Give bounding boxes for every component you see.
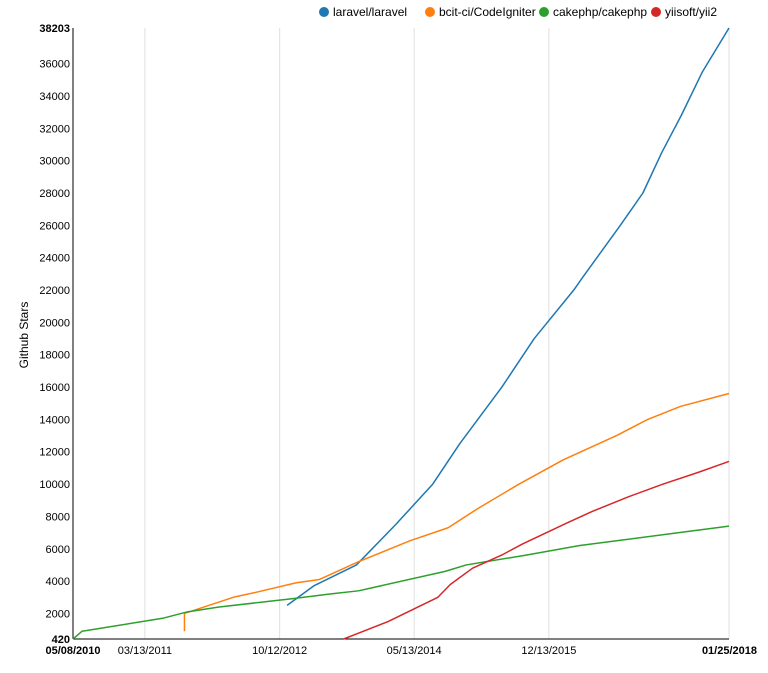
x-tick-label: 01/25/2018 bbox=[702, 645, 757, 657]
legend-label: laravel/laravel bbox=[333, 5, 407, 19]
y-tick-label: 30000 bbox=[39, 156, 70, 168]
y-tick-label: 16000 bbox=[39, 382, 70, 394]
x-tick-label: 12/13/2015 bbox=[521, 645, 576, 657]
y-tick-label: 12000 bbox=[39, 447, 70, 459]
y-tick-label: 18000 bbox=[39, 350, 70, 362]
x-axis-tick-labels: 05/08/2010 03/13/2011 10/12/2012 05/13/2014… bbox=[45, 645, 757, 657]
series-line-laravel-laravel[interactable] bbox=[286, 27, 730, 606]
legend-item-yiisoft-yii2[interactable]: yiisoft/yii2 bbox=[651, 5, 717, 19]
legend-marker bbox=[319, 7, 329, 17]
y-tick-label: 6000 bbox=[46, 544, 70, 556]
y-tick-label: 420 bbox=[52, 634, 70, 646]
y-axis-tick-labels: 38203 36000 34000 32000 30000 28000 26000 24000… bbox=[39, 23, 70, 646]
y-tick-label: 26000 bbox=[39, 220, 70, 232]
legend-marker bbox=[651, 7, 661, 17]
y-tick-label: 14000 bbox=[39, 414, 70, 426]
y-tick-label: 34000 bbox=[39, 91, 70, 103]
x-tick-label: 05/08/2010 bbox=[45, 645, 100, 657]
legend-item-cakephp-cakephp[interactable]: cakephp/cakephp bbox=[539, 5, 647, 19]
grid-lines bbox=[72, 28, 730, 639]
y-tick-label: 20000 bbox=[39, 317, 70, 329]
y-tick-label: 4000 bbox=[46, 576, 70, 588]
series-line-yiisoft-yii2[interactable] bbox=[343, 460, 730, 640]
series-lines bbox=[72, 27, 730, 640]
axes bbox=[72, 28, 729, 640]
legend-item-laravel-laravel[interactable]: laravel/laravel bbox=[319, 5, 407, 19]
y-tick-label: 32000 bbox=[39, 123, 70, 135]
legend-label: yiisoft/yii2 bbox=[665, 5, 717, 19]
y-tick-label: 22000 bbox=[39, 285, 70, 297]
y-tick-label: 2000 bbox=[46, 608, 70, 620]
x-tick-label: 03/13/2011 bbox=[118, 645, 172, 657]
legend-marker bbox=[539, 7, 549, 17]
series-line-cakephp-cakephp[interactable] bbox=[72, 525, 730, 640]
legend-marker bbox=[425, 7, 435, 17]
legend-label: bcit-ci/CodeIgniter bbox=[439, 5, 536, 19]
legend[interactable]: laravel/laravel bcit-ci/CodeIgniter cakeph… bbox=[319, 5, 717, 19]
y-tick-label: 38203 bbox=[39, 23, 70, 35]
y-tick-label: 8000 bbox=[46, 511, 70, 523]
y-tick-label: 28000 bbox=[39, 188, 70, 200]
series-line-bcit-ci-codeigniter[interactable] bbox=[183, 392, 730, 632]
legend-item-bcit-ci-codeigniter[interactable]: bcit-ci/CodeIgniter bbox=[425, 5, 536, 19]
x-tick-label: 05/13/2014 bbox=[387, 645, 442, 657]
x-tick-label: 10/12/2012 bbox=[252, 645, 307, 657]
y-tick-label: 36000 bbox=[39, 59, 70, 71]
legend-label: cakephp/cakephp bbox=[553, 5, 647, 19]
y-tick-label: 10000 bbox=[39, 479, 70, 491]
y-axis-title: Github Stars bbox=[17, 302, 31, 369]
y-tick-label: 24000 bbox=[39, 253, 70, 265]
